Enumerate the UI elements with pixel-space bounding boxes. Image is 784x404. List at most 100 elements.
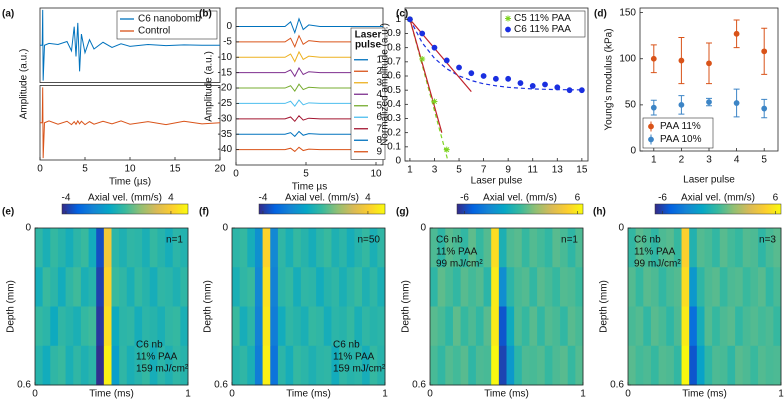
panel-label: (g) bbox=[396, 207, 409, 218]
heat-cell bbox=[35, 345, 44, 386]
data-point bbox=[706, 99, 712, 106]
heat-cell bbox=[628, 267, 637, 307]
x-axis-label: Time (ms) bbox=[286, 389, 331, 400]
legend-label: C6 11% PAA bbox=[514, 24, 571, 35]
colorbar-title: Axial vel. (mm/s) bbox=[483, 193, 557, 204]
heat-cell bbox=[157, 267, 166, 307]
heat-cell bbox=[635, 267, 644, 307]
heat-cell bbox=[165, 228, 174, 268]
heat-cell bbox=[514, 228, 523, 268]
y-tick-label: 150 bbox=[619, 7, 636, 18]
y-tick-label: -25 bbox=[218, 98, 233, 109]
y-axis-label: Normalized amplitude (a.u.) bbox=[380, 23, 391, 146]
heat-cell bbox=[575, 228, 584, 268]
legend-label: 4 bbox=[376, 89, 382, 100]
data-point bbox=[542, 81, 548, 88]
annotation-note: 99 mJ/cm² bbox=[634, 259, 681, 270]
colorbar-title: Axial vel. (mm/s) bbox=[88, 193, 162, 204]
axes-frame bbox=[34, 227, 189, 386]
heat-cell bbox=[681, 306, 690, 347]
heat-cell bbox=[719, 345, 728, 386]
heat-cell bbox=[475, 306, 484, 347]
heat-cell bbox=[369, 345, 378, 386]
y-tick-label: -20 bbox=[218, 83, 233, 94]
data-point bbox=[492, 75, 499, 82]
heat-cell bbox=[552, 228, 561, 268]
heat-cell bbox=[475, 267, 484, 307]
heat-cell bbox=[514, 345, 523, 386]
heat-cell bbox=[232, 267, 241, 307]
heat-cell bbox=[42, 267, 51, 307]
data-point bbox=[419, 30, 426, 37]
heat-cell bbox=[735, 345, 744, 386]
heat-cell bbox=[316, 228, 325, 268]
heat-cell bbox=[346, 306, 355, 347]
y-tick-label: -15 bbox=[218, 67, 233, 78]
heat-cell bbox=[506, 267, 515, 307]
heat-cell bbox=[673, 228, 682, 268]
heat-cell bbox=[277, 306, 286, 347]
heat-cell bbox=[80, 228, 89, 268]
heat-cell bbox=[430, 306, 439, 347]
fit-line bbox=[409, 18, 472, 92]
heat-cell bbox=[73, 306, 82, 347]
legend-label: 5 bbox=[376, 100, 382, 111]
annotation-note: 11% PAA bbox=[333, 352, 375, 363]
legend-label: 8 bbox=[376, 135, 382, 146]
heat-cell bbox=[80, 345, 89, 386]
data-point bbox=[678, 101, 685, 108]
heat-cell bbox=[529, 267, 538, 307]
heat-cell bbox=[316, 345, 325, 386]
heat-cell bbox=[57, 267, 66, 307]
y-tick-label: 0.8 bbox=[387, 42, 401, 53]
x-tick-label: 3 bbox=[432, 165, 438, 176]
heat-cell bbox=[262, 228, 271, 268]
heat-cell bbox=[681, 345, 690, 386]
heat-cell bbox=[635, 345, 644, 386]
data-point bbox=[578, 87, 585, 94]
heat-cell bbox=[308, 345, 317, 386]
heat-cell bbox=[567, 228, 576, 268]
heat-cell bbox=[354, 267, 363, 307]
heat-cell bbox=[491, 228, 500, 268]
heat-cell bbox=[452, 267, 461, 307]
heat-cell bbox=[354, 345, 363, 386]
legend-box bbox=[642, 117, 714, 149]
heat-cell bbox=[134, 306, 143, 347]
panel-label: (h) bbox=[593, 207, 606, 218]
y-tick-label: 0 bbox=[395, 156, 401, 167]
colorbar bbox=[654, 203, 782, 215]
heat-cell bbox=[437, 345, 446, 386]
heat-cell bbox=[262, 345, 271, 386]
heat-cell bbox=[96, 345, 105, 386]
y-tick-label: 0 bbox=[25, 223, 31, 234]
heat-cell bbox=[475, 228, 484, 268]
x-axis-label: Time (ms) bbox=[89, 389, 134, 400]
heat-cell bbox=[232, 228, 241, 268]
legend-swatch bbox=[505, 26, 511, 33]
heat-cell bbox=[696, 306, 705, 347]
heat-cell bbox=[88, 306, 97, 347]
heat-cell bbox=[468, 267, 477, 307]
heat-cell bbox=[445, 306, 454, 347]
colorbar-tick-label: -4 bbox=[258, 193, 267, 204]
heat-cell bbox=[149, 345, 158, 386]
data-point bbox=[505, 75, 512, 82]
heat-cell bbox=[103, 228, 112, 268]
heat-cell bbox=[498, 345, 507, 386]
legend-label: 7 bbox=[376, 123, 382, 134]
annotation: n=1 bbox=[166, 235, 183, 246]
heat-cell bbox=[658, 345, 667, 386]
x-tick-label: 1 bbox=[580, 389, 586, 400]
heat-cell bbox=[142, 306, 151, 347]
heat-cell bbox=[157, 345, 166, 386]
heat-cell bbox=[369, 228, 378, 268]
heat-cell bbox=[689, 345, 698, 386]
heat-cell bbox=[157, 306, 166, 347]
x-tick-label: 1 bbox=[382, 389, 388, 400]
data-point bbox=[678, 57, 685, 64]
heat-cell bbox=[521, 267, 530, 307]
heat-cell bbox=[80, 267, 89, 307]
heat-cell bbox=[88, 345, 97, 386]
